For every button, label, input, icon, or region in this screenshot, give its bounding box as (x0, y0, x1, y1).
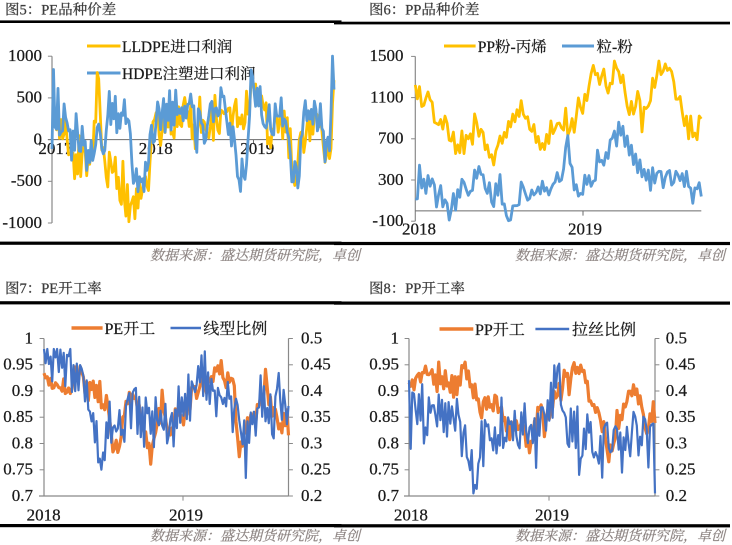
svg-text:2019: 2019 (169, 505, 203, 524)
svg-text:0.4: 0.4 (301, 381, 323, 400)
svg-text:0.85: 0.85 (369, 407, 399, 426)
svg-text:8: 8 (384, 281, 391, 297)
svg-text:0.3: 0.3 (666, 433, 687, 452)
svg-text:0.25: 0.25 (301, 460, 331, 479)
svg-text:2018: 2018 (394, 505, 428, 524)
svg-text:0.35: 0.35 (301, 407, 331, 426)
svg-text:0.75: 0.75 (3, 460, 33, 479)
svg-text:0.8: 0.8 (12, 433, 33, 452)
svg-text:7: 7 (20, 281, 27, 297)
svg-text:-500: -500 (11, 171, 42, 190)
svg-text:0.35: 0.35 (666, 407, 696, 426)
svg-text:6: 6 (384, 2, 391, 18)
svg-text:-: - (511, 39, 516, 56)
svg-text:0.5: 0.5 (301, 328, 322, 347)
svg-text:1100: 1100 (370, 87, 403, 106)
svg-text:1: 1 (391, 328, 400, 347)
svg-text:0.7: 0.7 (12, 486, 34, 505)
svg-text:PE: PE (41, 281, 58, 297)
svg-text:0.5: 0.5 (666, 328, 687, 347)
svg-text:0.2: 0.2 (666, 486, 687, 505)
svg-text:500: 500 (17, 88, 43, 107)
svg-text:PP: PP (478, 39, 495, 56)
svg-text:0.85: 0.85 (3, 407, 33, 426)
svg-text:2017: 2017 (38, 139, 73, 158)
svg-text:0.45: 0.45 (301, 355, 331, 374)
svg-text:1500: 1500 (370, 46, 404, 65)
svg-text:0.4: 0.4 (666, 381, 688, 400)
svg-text:2018: 2018 (27, 505, 61, 524)
svg-text:300: 300 (378, 170, 404, 189)
svg-text:PE: PE (105, 321, 124, 338)
svg-text:0.25: 0.25 (666, 460, 696, 479)
svg-text:2018: 2018 (402, 219, 436, 238)
svg-text:PP: PP (405, 2, 421, 18)
svg-text:0.7: 0.7 (378, 486, 400, 505)
svg-text:0.45: 0.45 (666, 355, 696, 374)
svg-text:0.75: 0.75 (369, 460, 399, 479)
svg-text:HDPE: HDPE (122, 66, 162, 83)
svg-text:-1000: -1000 (2, 213, 42, 232)
svg-text:2018: 2018 (139, 139, 173, 158)
svg-text:-100: -100 (372, 211, 403, 230)
svg-text:0.3: 0.3 (301, 433, 322, 452)
svg-text:5: 5 (20, 2, 27, 18)
svg-text:PE: PE (41, 2, 58, 18)
svg-text:PP: PP (475, 322, 493, 339)
svg-text:1000: 1000 (8, 46, 42, 65)
svg-text:-: - (612, 39, 617, 56)
svg-text:0.95: 0.95 (369, 355, 399, 374)
svg-text:0.2: 0.2 (301, 486, 322, 505)
svg-text:0.8: 0.8 (378, 433, 399, 452)
svg-text:0: 0 (34, 129, 43, 148)
svg-text:2019: 2019 (535, 505, 569, 524)
svg-text:1: 1 (25, 328, 34, 347)
svg-text:2019: 2019 (568, 219, 602, 238)
svg-text:0.95: 0.95 (3, 355, 33, 374)
svg-text:PP: PP (405, 281, 421, 297)
svg-text:0.9: 0.9 (12, 381, 33, 400)
svg-text:LLDPE: LLDPE (122, 39, 170, 56)
svg-text:0.9: 0.9 (378, 381, 399, 400)
svg-text:700: 700 (378, 129, 404, 148)
